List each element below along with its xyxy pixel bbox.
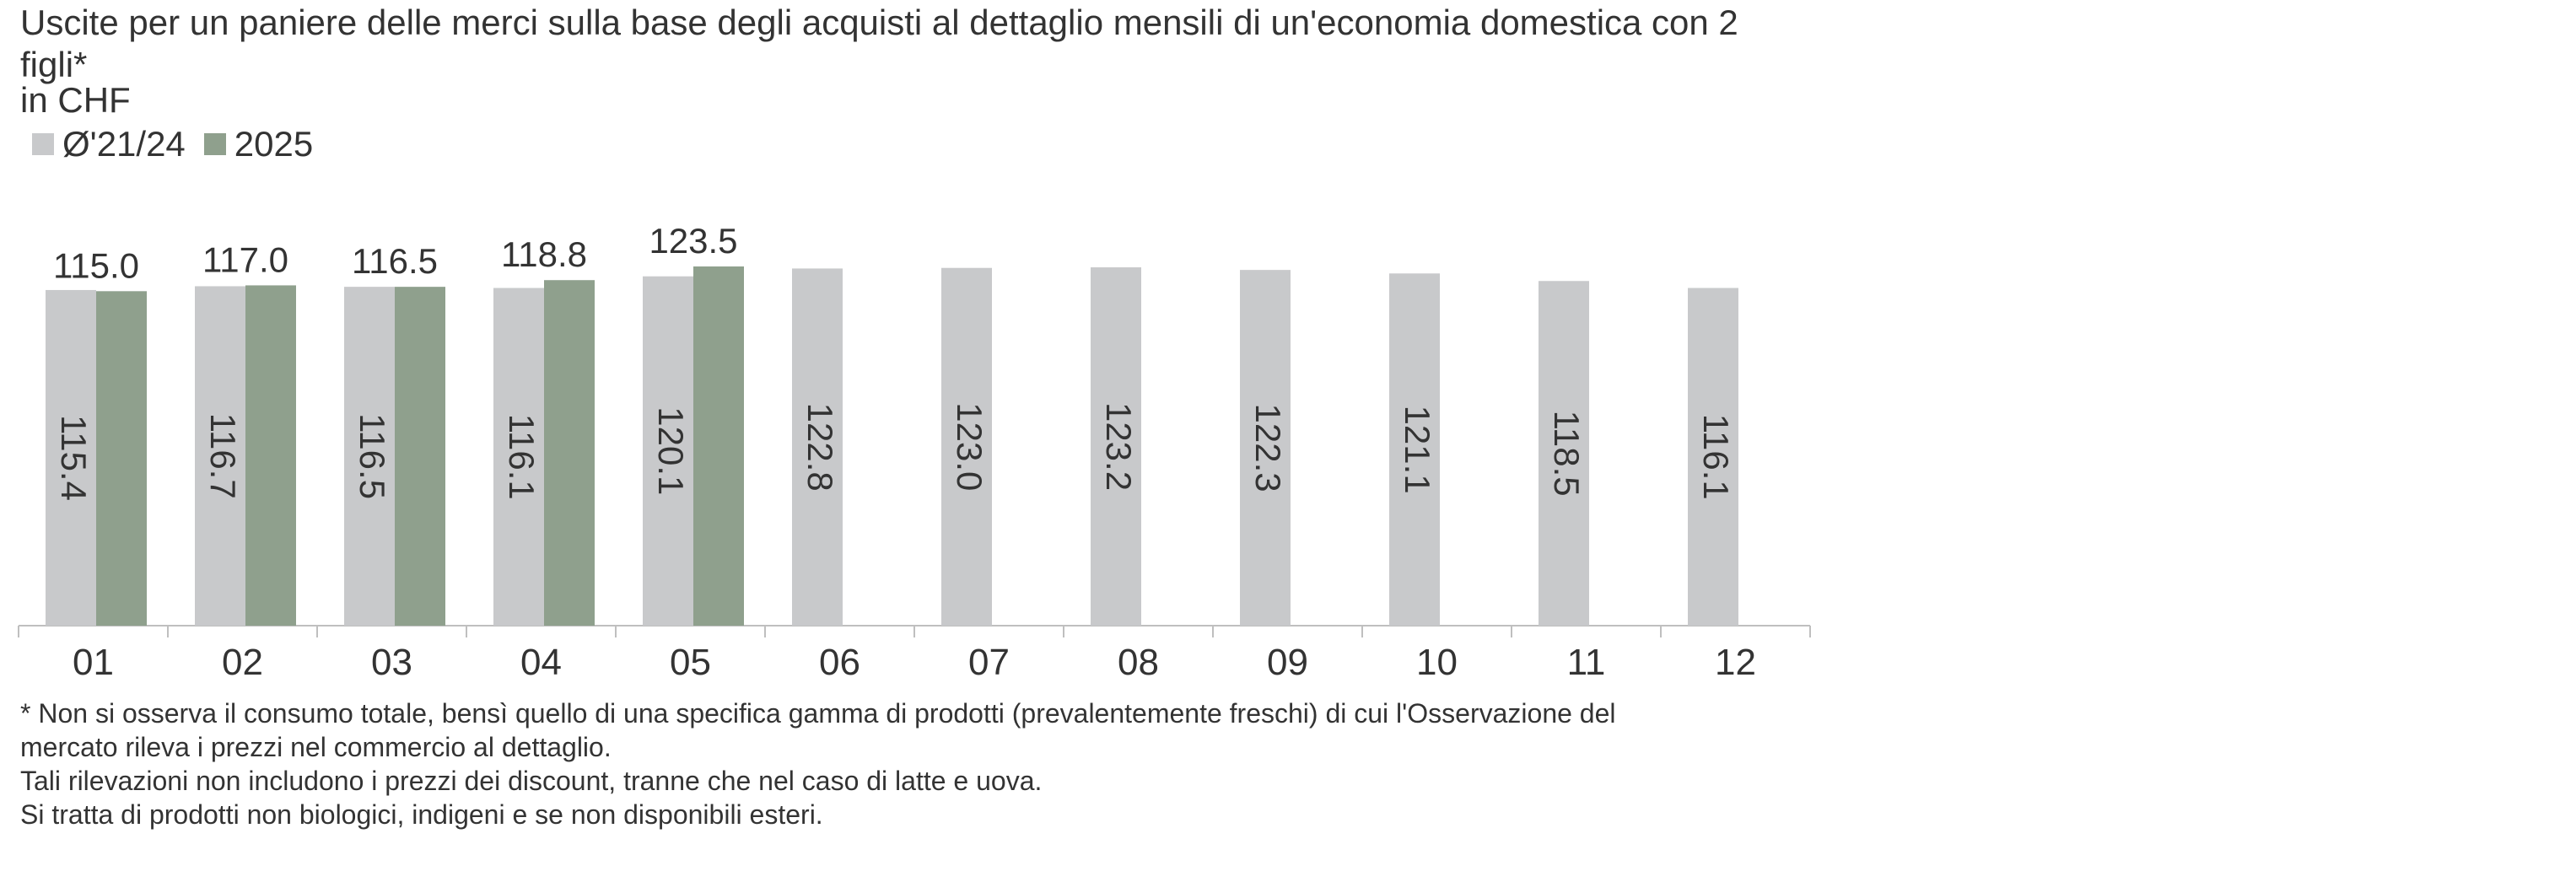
bar-avg <box>46 289 96 626</box>
data-label-avg: 123.2 <box>1099 402 1139 491</box>
footnote: * Non si osserva il consumo totale, bens… <box>20 696 1808 831</box>
bar-avg <box>1091 267 1141 626</box>
footnote-line: mercato rileva i prezzi nel commercio al… <box>20 732 612 762</box>
x-tick-label: 10 <box>1416 642 1458 683</box>
x-tick-label: 11 <box>1567 642 1606 683</box>
data-label-avg: 122.8 <box>800 403 840 492</box>
x-tick-label: 02 <box>222 642 263 683</box>
data-label-avg: 116.1 <box>1696 414 1736 500</box>
legend-label-2025: 2025 <box>234 124 314 164</box>
x-tick-label: 03 <box>371 642 412 683</box>
data-label-avg: 120.1 <box>651 406 691 495</box>
bar-2025 <box>544 280 595 626</box>
bar-avg <box>792 268 843 626</box>
bar-avg <box>1688 288 1738 626</box>
legend-swatch-avg <box>32 133 54 155</box>
data-label-2025: 117.0 <box>202 239 288 279</box>
bar-avg <box>941 267 992 626</box>
x-tick-label: 05 <box>670 642 711 683</box>
data-label-2025: 116.5 <box>352 241 438 281</box>
x-tick-label: 06 <box>819 642 860 683</box>
data-label-avg: 118.5 <box>1547 411 1587 497</box>
data-label-2025: 118.8 <box>501 234 587 274</box>
data-label-2025: 123.5 <box>649 221 737 261</box>
data-label-avg: 116.1 <box>502 414 542 500</box>
x-tick-label: 08 <box>1118 642 1159 683</box>
data-label-avg: 123.0 <box>950 402 989 491</box>
bar-avg <box>1539 281 1589 626</box>
data-label-2025: 115.0 <box>53 245 139 285</box>
chart-unit-label: in CHF <box>20 80 131 120</box>
bar-2025 <box>245 285 296 626</box>
x-tick-label: 04 <box>520 642 562 683</box>
footnote-line: Tali rilevazioni non includono i prezzi … <box>20 766 1043 796</box>
bar-chart: 115.4 115.0 01 116.7 117.0 02 116.5 116.5 03 116.… <box>18 221 1811 683</box>
data-label-avg: 116.7 <box>203 413 243 499</box>
footnote-line: Si tratta di prodotti non biologici, ind… <box>20 799 823 830</box>
bar-avg <box>344 287 395 626</box>
x-tick-label: 01 <box>73 642 114 683</box>
legend-swatch-2025 <box>203 133 226 155</box>
x-tick-label: 12 <box>1715 642 1756 683</box>
data-label-avg: 116.5 <box>353 413 392 499</box>
legend-item-2025: 2025 <box>203 123 314 165</box>
data-label-avg: 122.3 <box>1248 404 1288 492</box>
x-tick-label: 07 <box>968 642 1010 683</box>
bar-avg <box>643 276 693 626</box>
bar-2025 <box>96 291 147 626</box>
x-tick-label: 09 <box>1267 642 1308 683</box>
bar-avg <box>195 286 245 626</box>
bar-avg <box>1389 273 1440 626</box>
bar-2025 <box>693 266 744 626</box>
bar-2025 <box>395 287 445 626</box>
legend: Ø'21/24 2025 <box>32 123 331 165</box>
data-label-avg: 115.4 <box>54 415 94 501</box>
legend-label-avg: Ø'21/24 <box>62 124 186 164</box>
footnote-line: * Non si osserva il consumo totale, bens… <box>20 698 1616 729</box>
legend-item-avg: Ø'21/24 <box>32 123 186 165</box>
bar-avg <box>493 288 544 626</box>
data-label-avg: 121.1 <box>1398 406 1437 494</box>
bar-avg <box>1240 270 1291 626</box>
chart-title: Uscite per un paniere delle merci sulla … <box>20 3 1738 84</box>
